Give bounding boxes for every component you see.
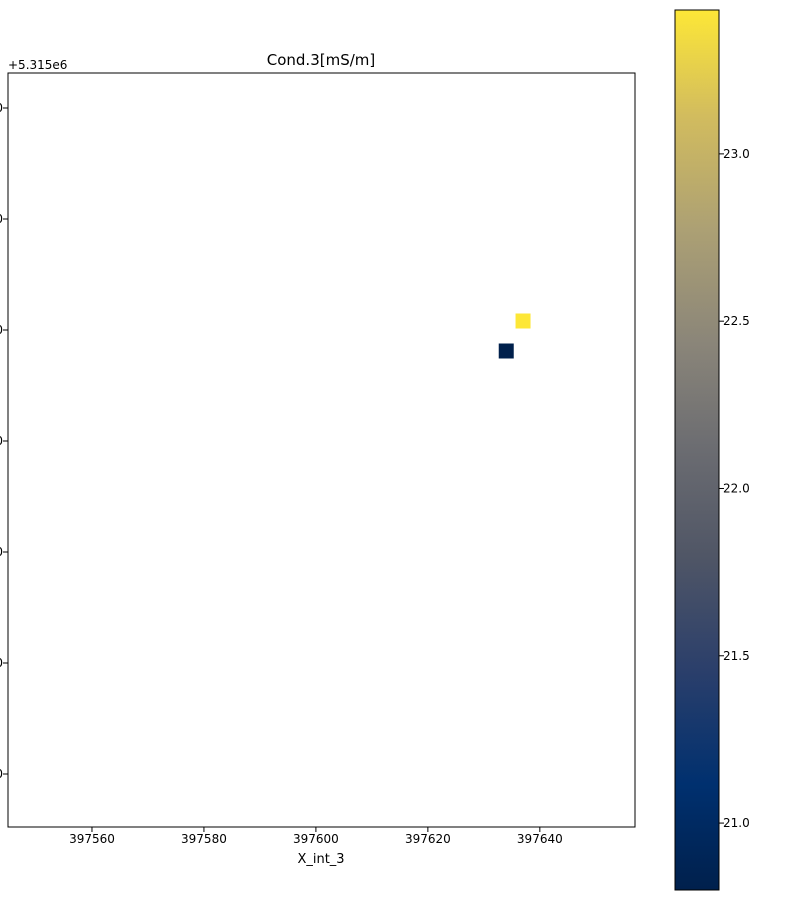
heatmap-cell: [515, 313, 531, 329]
y-offset-label: +5.315e6: [8, 58, 67, 72]
colorbar-tick-label: 22.0: [723, 481, 750, 495]
y-tick-label: 0: [0, 767, 3, 781]
x-tick-label: 397580: [181, 832, 227, 846]
y-tick-label: 0: [0, 323, 3, 337]
y-tick-label: 0: [0, 101, 3, 115]
y-tick-label: 0: [0, 212, 3, 226]
x-axis: 397560 397580 397600 397620 397640: [69, 827, 563, 846]
y-tick-label: 0: [0, 434, 3, 448]
x-tick-label: 397640: [517, 832, 563, 846]
y-tick-label: 0: [0, 656, 3, 670]
heatmap-cell: [498, 343, 514, 359]
x-tick-label: 397560: [69, 832, 115, 846]
colorbar-tick-label: 23.0: [723, 147, 750, 161]
colorbar-tick-label: 21.0: [723, 816, 750, 830]
colorbar: [674, 9, 720, 891]
colorbar-tick-label: 21.5: [723, 649, 750, 663]
x-tick-label: 397620: [405, 832, 451, 846]
x-axis-label: X_int_3: [297, 852, 344, 867]
x-tick-label: 397600: [293, 832, 339, 846]
y-tick-label: 0: [0, 545, 3, 559]
chart-title: Cond.3[mS/m]: [267, 51, 376, 69]
plot-area: [7, 72, 636, 828]
colorbar-tick-label: 22.5: [723, 314, 750, 328]
colorbar-ticks: 21.0 21.5 22.0 22.5 23.0: [719, 147, 750, 830]
y-axis: 0 0 0 0 0 0 0: [0, 101, 8, 781]
heatmap-cells: [498, 313, 531, 359]
